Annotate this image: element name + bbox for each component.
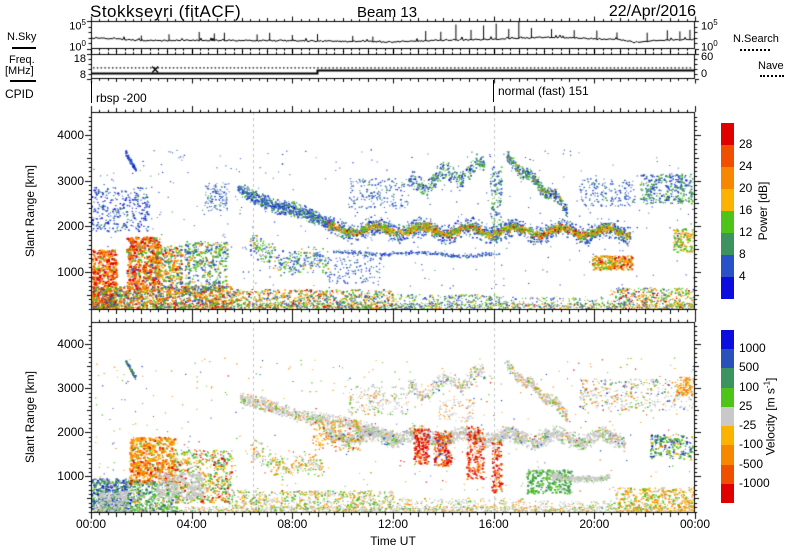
colorbar-tick-label: 8 xyxy=(739,247,746,261)
y-tick-label: 2000 xyxy=(57,219,84,234)
nave-label: Nave xyxy=(758,60,784,72)
colorbar-segment xyxy=(721,483,734,503)
colorbar-segment xyxy=(721,445,734,465)
colorbar-tick-label: -100 xyxy=(739,437,764,452)
colorbar-segment xyxy=(721,387,734,407)
cpid-separator-left xyxy=(91,81,92,103)
colorbar-tick-label: -1000 xyxy=(739,475,770,490)
velocity-colorbar-title: Velocity [m s-1] xyxy=(762,377,778,456)
cpid-label: CPID xyxy=(5,87,34,101)
y-tick-label: 4000 xyxy=(57,127,84,142)
nsearch-dotted-legend-line xyxy=(740,49,770,51)
y-tick-label: 2000 xyxy=(57,425,84,440)
freq-solid-legend-line xyxy=(10,80,36,82)
velocity-panel-canvas xyxy=(82,313,704,522)
nave-dotted-legend-line xyxy=(760,75,784,77)
colorbar-tick-label: 100 xyxy=(739,379,760,394)
nsky-ytick-top-right: 105 xyxy=(701,18,718,33)
x-tick-label: 16:00 xyxy=(478,517,509,531)
colorbar-segment xyxy=(721,464,734,484)
freq-label-line2: [MHz] xyxy=(5,65,34,77)
x-tick-label: 12:00 xyxy=(377,517,409,531)
nsky-label: N.Sky xyxy=(7,31,37,43)
colorbar-tick-label: 500 xyxy=(739,360,760,375)
colorbar-segment xyxy=(721,368,734,388)
colorbar-segment xyxy=(721,255,734,277)
x-tick-label: 04:00 xyxy=(176,517,207,531)
colorbar-tick-label: 12 xyxy=(739,225,753,239)
power-colorbar xyxy=(721,123,734,299)
x-tick-label: 00:00 xyxy=(75,517,107,531)
freq-trace-canvas xyxy=(82,45,704,88)
y-tick-label: 3000 xyxy=(57,381,84,396)
colorbar-tick-label: 20 xyxy=(739,181,753,195)
colorbar-segment xyxy=(721,123,734,145)
colorbar-segment xyxy=(721,189,734,211)
y-tick-label: 1000 xyxy=(57,265,84,280)
colorbar-tick-label: 16 xyxy=(739,203,753,217)
colorbar-tick-label: 28 xyxy=(739,137,753,151)
power-yaxis-title: Slant Range [km] xyxy=(23,164,37,258)
colorbar-segment xyxy=(721,211,734,233)
freq-label-line1: Freq. xyxy=(9,54,35,66)
xaxis-title: Time UT xyxy=(370,534,416,548)
nave-ytick-top: 60 xyxy=(701,51,714,63)
velocity-yaxis-title: Slant Range [km] xyxy=(23,370,37,464)
colorbar-segment xyxy=(721,330,734,350)
colorbar-tick-label: 25 xyxy=(739,398,753,413)
colorbar-segment xyxy=(721,167,734,189)
x-tick-label: 20:00 xyxy=(579,517,610,531)
colorbar-segment xyxy=(721,145,734,167)
y-tick-label: 3000 xyxy=(57,173,84,188)
x-tick-label: 08:00 xyxy=(277,517,308,531)
nsky-solid-legend-line xyxy=(12,47,36,49)
y-tick-label: 1000 xyxy=(57,469,84,484)
colorbar-tick-label: 4 xyxy=(739,269,746,283)
y-tick-label: 4000 xyxy=(57,337,84,352)
colorbar-tick-label: 24 xyxy=(739,159,753,173)
colorbar-segment xyxy=(721,406,734,427)
nave-ytick-bottom: 0 xyxy=(701,68,708,80)
colorbar-tick-label: 1000 xyxy=(739,341,766,356)
colorbar-segment xyxy=(721,233,734,255)
colorbar-tick-label: -500 xyxy=(739,456,764,471)
cpid-separator-right xyxy=(493,80,494,102)
colorbar-segment xyxy=(721,426,734,446)
colorbar-segment xyxy=(721,349,734,369)
nsearch-label: N.Search xyxy=(733,33,779,45)
colorbar-tick-label: -25 xyxy=(739,418,757,433)
colorbar-segment xyxy=(721,277,734,299)
power-panel-canvas xyxy=(82,103,704,319)
x-tick-label: 00:00 xyxy=(679,517,711,531)
velocity-colorbar xyxy=(721,330,734,503)
cpid-mode-left: rbsp -200 xyxy=(96,91,147,105)
power-colorbar-title: Power [dB] xyxy=(756,181,770,241)
nsky-ytick-bottom-right: 100 xyxy=(701,39,718,54)
